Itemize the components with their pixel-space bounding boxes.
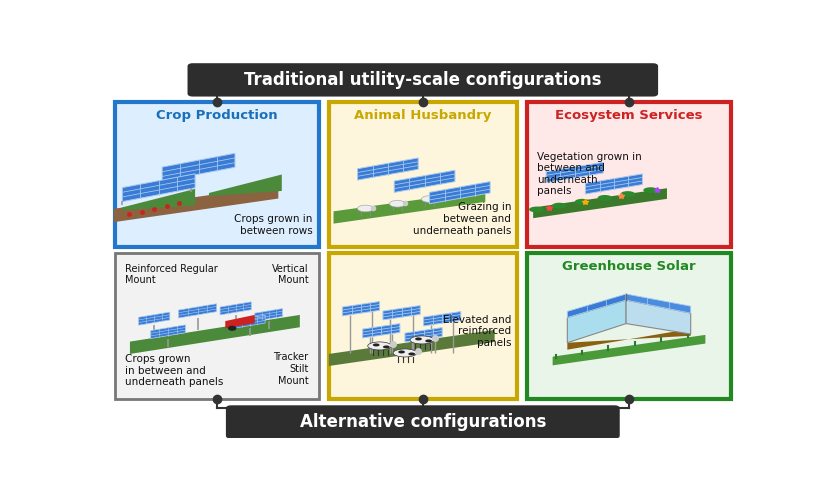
- Ellipse shape: [425, 339, 432, 342]
- Polygon shape: [139, 312, 170, 325]
- Ellipse shape: [383, 345, 389, 348]
- FancyBboxPatch shape: [329, 102, 516, 247]
- Polygon shape: [363, 324, 400, 338]
- Polygon shape: [546, 162, 603, 183]
- Text: Ecosystem Services: Ecosystem Services: [555, 109, 703, 122]
- FancyBboxPatch shape: [226, 405, 620, 439]
- Text: Animal Husbandry: Animal Husbandry: [354, 109, 492, 122]
- Ellipse shape: [357, 205, 374, 212]
- Polygon shape: [122, 189, 195, 211]
- Ellipse shape: [408, 352, 415, 355]
- Ellipse shape: [552, 203, 567, 209]
- Polygon shape: [163, 154, 235, 181]
- Polygon shape: [234, 315, 265, 328]
- Ellipse shape: [389, 200, 405, 207]
- Ellipse shape: [620, 191, 635, 197]
- Polygon shape: [586, 174, 643, 194]
- Polygon shape: [225, 315, 255, 328]
- Text: Elevated and
reinforced
panels: Elevated and reinforced panels: [443, 315, 512, 348]
- Polygon shape: [151, 325, 186, 338]
- Polygon shape: [333, 190, 485, 224]
- Polygon shape: [405, 328, 442, 342]
- Text: Tracker
Stilt
Mount: Tracker Stilt Mount: [273, 352, 309, 386]
- Ellipse shape: [368, 342, 391, 350]
- FancyBboxPatch shape: [329, 253, 516, 399]
- Text: Greenhouse Solar: Greenhouse Solar: [562, 260, 695, 273]
- Polygon shape: [342, 302, 380, 316]
- FancyBboxPatch shape: [115, 253, 318, 399]
- Polygon shape: [357, 158, 418, 180]
- Polygon shape: [383, 306, 420, 320]
- Text: Vertical
Mount: Vertical Mount: [271, 264, 309, 285]
- Polygon shape: [429, 182, 490, 204]
- Text: Vegetation grown in
between and
underneath
panels: Vegetation grown in between and undernea…: [537, 152, 642, 196]
- Ellipse shape: [529, 207, 544, 213]
- Ellipse shape: [373, 343, 380, 346]
- FancyBboxPatch shape: [527, 253, 731, 399]
- Polygon shape: [626, 300, 691, 334]
- Polygon shape: [423, 311, 461, 326]
- Polygon shape: [255, 308, 282, 321]
- FancyBboxPatch shape: [187, 63, 658, 96]
- Ellipse shape: [575, 199, 589, 205]
- Text: Crops grown
in between and
underneath panels: Crops grown in between and underneath pa…: [125, 354, 224, 387]
- Polygon shape: [568, 300, 626, 343]
- Ellipse shape: [644, 187, 658, 193]
- FancyBboxPatch shape: [115, 102, 318, 247]
- Ellipse shape: [228, 326, 237, 331]
- Polygon shape: [114, 185, 278, 222]
- Text: Reinforced Regular
Mount: Reinforced Regular Mount: [125, 264, 218, 285]
- Polygon shape: [568, 329, 691, 350]
- Ellipse shape: [393, 349, 417, 357]
- Polygon shape: [220, 302, 252, 315]
- Text: Grazing in
between and
underneath panels: Grazing in between and underneath panels: [412, 203, 512, 236]
- Polygon shape: [130, 315, 299, 354]
- Polygon shape: [553, 335, 705, 366]
- Text: Alternative configurations: Alternative configurations: [299, 413, 546, 431]
- Ellipse shape: [597, 195, 612, 201]
- Polygon shape: [178, 304, 217, 318]
- Text: Crops grown in
between rows: Crops grown in between rows: [234, 214, 313, 236]
- Polygon shape: [568, 294, 626, 317]
- Text: Traditional utility-scale configurations: Traditional utility-scale configurations: [244, 71, 601, 89]
- Ellipse shape: [410, 336, 434, 344]
- FancyBboxPatch shape: [527, 102, 731, 247]
- Polygon shape: [329, 330, 495, 366]
- Ellipse shape: [415, 338, 422, 340]
- Polygon shape: [533, 188, 667, 218]
- Polygon shape: [626, 294, 691, 313]
- Ellipse shape: [398, 350, 405, 353]
- Polygon shape: [122, 174, 195, 202]
- Polygon shape: [209, 175, 282, 196]
- Polygon shape: [394, 170, 455, 192]
- Ellipse shape: [422, 196, 437, 202]
- Text: Crop Production: Crop Production: [156, 109, 277, 122]
